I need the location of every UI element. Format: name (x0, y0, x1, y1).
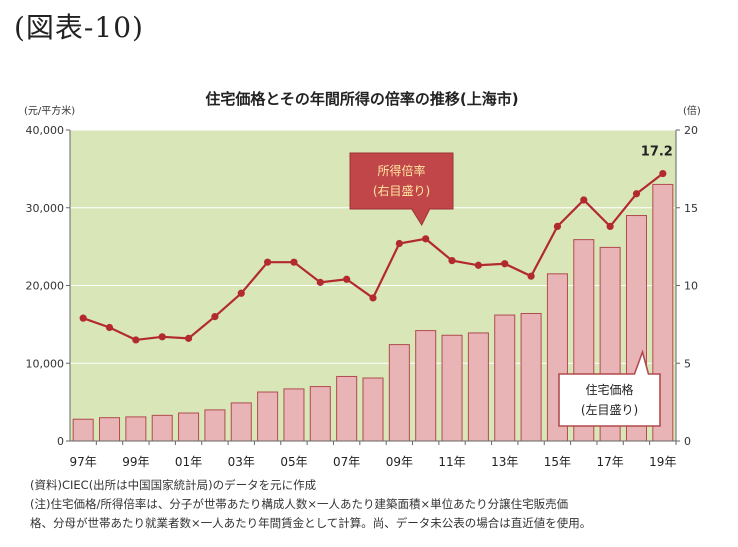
y-tick-label-left: 10,000 (26, 357, 65, 370)
x-tick-label: 11年 (438, 455, 465, 469)
y-tick-label-left: 0 (57, 435, 64, 448)
x-tick-label: 99年 (122, 455, 149, 469)
y-axis-right-label: (倍) (683, 104, 701, 117)
x-tick-label: 01年 (175, 455, 202, 469)
ratio-point (501, 260, 509, 268)
y-tick-label-right: 15 (684, 202, 698, 215)
ratio-point (105, 323, 114, 332)
x-tick-label: 09年 (386, 455, 413, 469)
bar (178, 412, 200, 442)
ratio-callout-label: 所得倍率 (377, 163, 425, 178)
y-tick-label-left: 20,000 (26, 280, 65, 293)
ratio-point (79, 314, 87, 322)
y-tick-label-right: 10 (684, 280, 698, 293)
bar (204, 409, 226, 442)
price-callout-box (558, 349, 661, 427)
x-tick-label: 97年 (70, 455, 97, 469)
bar (151, 414, 173, 442)
x-tick-label: 19年 (649, 455, 676, 469)
bar (283, 388, 305, 442)
data-label-2019: 17.2 (641, 145, 673, 160)
ratio-point (211, 313, 219, 321)
note-definition-1: (注)住宅価格/所得倍率は、分子が世帯あたり構成人数×一人あたり建築面積×単位あ… (30, 497, 569, 511)
x-tick-label: 17年 (596, 455, 623, 469)
bar (72, 418, 94, 442)
bar (230, 402, 252, 442)
ratio-point (395, 239, 403, 248)
x-tick-label: 07年 (333, 455, 360, 469)
bar (467, 332, 489, 442)
ratio-point (527, 272, 535, 280)
ratio-point (632, 190, 641, 198)
y-axis-left-label: (元/平方米) (24, 104, 75, 117)
ratio-callout-box (349, 152, 454, 227)
bar (494, 314, 516, 442)
ratio-point (659, 169, 667, 178)
x-tick-label: 15年 (544, 455, 571, 469)
ratio-point (184, 334, 193, 342)
ratio-point (264, 258, 272, 266)
price-callout-scale: (左目盛り) (581, 402, 638, 417)
bar (388, 344, 410, 442)
ratio-point (290, 258, 298, 266)
note-source: (資料)CIEC(出所は中国国家統計局)のデータを元に作成 (30, 478, 317, 492)
x-tick-label: 05年 (280, 455, 307, 469)
x-tick-label: 03年 (228, 455, 255, 469)
ratio-point (606, 222, 614, 231)
bar (257, 391, 279, 442)
bar (336, 375, 358, 442)
x-tick-label: 13年 (491, 455, 518, 469)
y-tick-label-right: 20 (684, 124, 698, 137)
note-definition-2: 格、分母が世帯あたり就業者数×一人あたり年間賃金として計算。尚、データ未公表の場… (30, 516, 592, 530)
chart-title: 住宅価格とその年間所得の倍率の推移(上海市) (205, 90, 518, 108)
y-tick-label-right: 0 (684, 435, 691, 448)
ratio-point (553, 222, 562, 231)
ratio-point (158, 333, 166, 341)
figure-label: (図表-10) (14, 11, 144, 44)
ratio-point (132, 336, 140, 344)
bar (362, 377, 384, 442)
ratio-point (369, 294, 377, 302)
bar (415, 330, 437, 442)
ratio-point (237, 289, 245, 297)
bar (125, 416, 147, 442)
ratio-point (343, 275, 351, 283)
ratio-point (316, 278, 324, 286)
ratio-point (448, 257, 456, 265)
notes: (資料)CIEC(出所は中国国家統計局)のデータを元に作成 (注)住宅価格/所得… (30, 476, 591, 533)
bar (99, 417, 121, 442)
ratio-point (474, 261, 482, 269)
y-tick-label-right: 5 (684, 357, 691, 370)
ratio-point (422, 235, 430, 243)
chart: 住宅価格とその年間所得の倍率の推移(上海市) (元/平方米) (倍) 0 10,000 2… (24, 90, 701, 469)
bar (441, 334, 463, 442)
price-callout-label: 住宅価格 (585, 382, 633, 397)
y-tick-label-left: 30,000 (26, 202, 65, 215)
y-tick-label-left: 40,000 (26, 124, 65, 137)
bar (309, 386, 331, 442)
ratio-point (580, 196, 588, 204)
bar (520, 312, 542, 442)
ratio-callout-scale: (右目盛り) (373, 183, 430, 198)
